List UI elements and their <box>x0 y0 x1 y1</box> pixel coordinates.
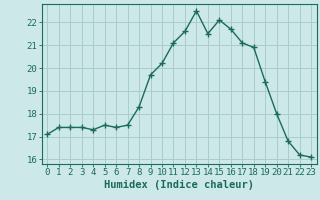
X-axis label: Humidex (Indice chaleur): Humidex (Indice chaleur) <box>104 180 254 190</box>
